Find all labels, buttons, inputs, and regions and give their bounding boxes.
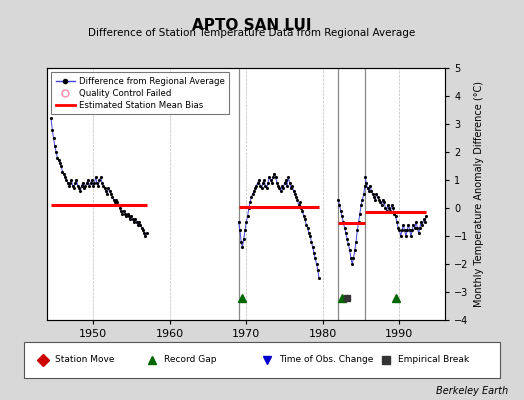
Text: Station Move: Station Move (55, 358, 115, 366)
Text: Empirical Break: Empirical Break (411, 358, 483, 366)
Legend: Difference from Regional Average, Quality Control Failed, Estimated Station Mean: Difference from Regional Average, Qualit… (51, 72, 229, 114)
Text: Berkeley Earth: Berkeley Earth (436, 386, 508, 396)
Text: Record Gap: Record Gap (164, 356, 217, 364)
Text: Station Move: Station Move (54, 356, 114, 364)
Text: Time of Obs. Change: Time of Obs. Change (275, 358, 369, 366)
Text: Time of Obs. Change: Time of Obs. Change (279, 356, 373, 364)
Text: Empirical Break: Empirical Break (398, 356, 469, 364)
Y-axis label: Monthly Temperature Anomaly Difference (°C): Monthly Temperature Anomaly Difference (… (474, 81, 484, 307)
Text: Difference of Station Temperature Data from Regional Average: Difference of Station Temperature Data f… (88, 28, 415, 38)
Text: APTO SAN LUI: APTO SAN LUI (192, 18, 311, 33)
Text: Record Gap: Record Gap (160, 358, 212, 366)
